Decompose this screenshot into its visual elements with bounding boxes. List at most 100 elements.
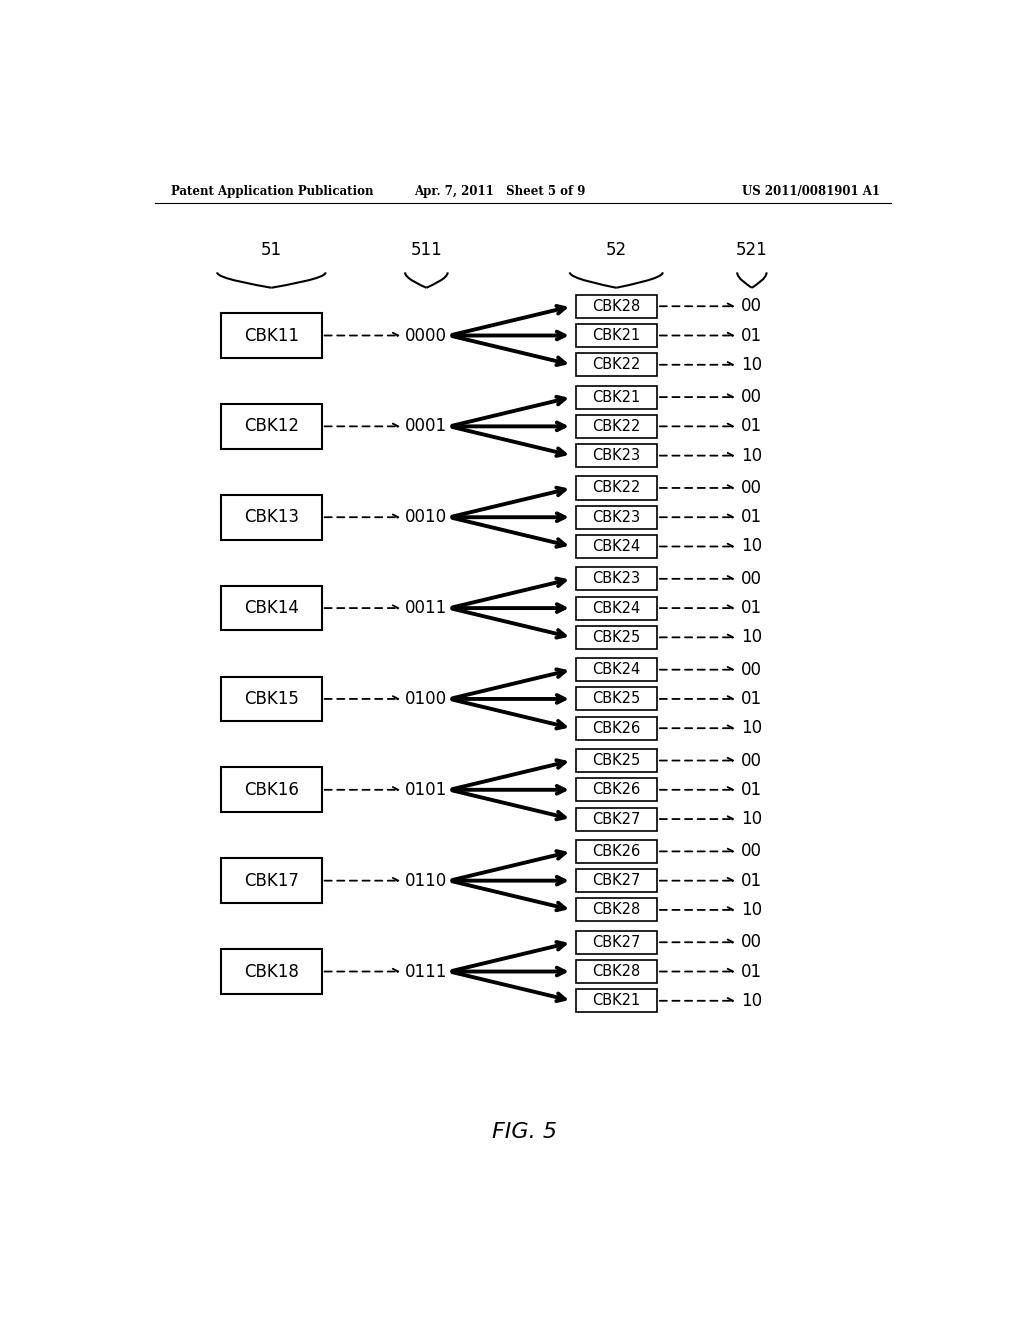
FancyBboxPatch shape — [575, 444, 657, 467]
Text: 01: 01 — [741, 508, 763, 527]
Text: 01: 01 — [741, 781, 763, 799]
Text: CBK28: CBK28 — [592, 298, 640, 314]
Text: 00: 00 — [741, 842, 763, 861]
Text: CBK27: CBK27 — [592, 935, 640, 950]
FancyBboxPatch shape — [221, 858, 322, 903]
FancyBboxPatch shape — [221, 404, 322, 449]
Text: 0010: 0010 — [406, 508, 447, 527]
Text: 10: 10 — [741, 446, 763, 465]
Text: 00: 00 — [741, 297, 763, 315]
Text: CBK11: CBK11 — [244, 326, 299, 345]
Text: CBK12: CBK12 — [244, 417, 299, 436]
FancyBboxPatch shape — [575, 626, 657, 649]
Text: 511: 511 — [411, 240, 442, 259]
FancyBboxPatch shape — [575, 899, 657, 921]
Text: 0001: 0001 — [406, 417, 447, 436]
FancyBboxPatch shape — [575, 385, 657, 409]
Text: 00: 00 — [741, 479, 763, 496]
Text: 0111: 0111 — [406, 962, 447, 981]
Text: CBK28: CBK28 — [592, 964, 640, 979]
FancyBboxPatch shape — [575, 597, 657, 619]
Text: 01: 01 — [741, 326, 763, 345]
Text: CBK16: CBK16 — [244, 781, 299, 799]
Text: CBK26: CBK26 — [592, 843, 640, 859]
Text: 10: 10 — [741, 902, 763, 919]
Text: CBK22: CBK22 — [592, 358, 640, 372]
Text: CBK23: CBK23 — [592, 447, 640, 463]
Text: CBK27: CBK27 — [592, 873, 640, 888]
Text: 01: 01 — [741, 871, 763, 890]
FancyBboxPatch shape — [575, 717, 657, 739]
Text: CBK22: CBK22 — [592, 418, 640, 434]
FancyBboxPatch shape — [575, 659, 657, 681]
Text: CBK27: CBK27 — [592, 812, 640, 826]
Text: Patent Application Publication: Patent Application Publication — [171, 185, 373, 198]
Text: 10: 10 — [741, 628, 763, 647]
FancyBboxPatch shape — [575, 323, 657, 347]
Text: 01: 01 — [741, 962, 763, 981]
Text: CBK13: CBK13 — [244, 508, 299, 527]
Text: 00: 00 — [741, 570, 763, 587]
Text: 0100: 0100 — [406, 690, 447, 708]
Text: CBK25: CBK25 — [592, 752, 640, 768]
Text: 51: 51 — [261, 240, 282, 259]
Text: CBK23: CBK23 — [592, 510, 640, 525]
Text: CBK17: CBK17 — [244, 871, 299, 890]
Text: 10: 10 — [741, 537, 763, 556]
Text: 0101: 0101 — [406, 781, 447, 799]
Text: 52: 52 — [605, 240, 627, 259]
Text: 10: 10 — [741, 810, 763, 828]
FancyBboxPatch shape — [575, 294, 657, 318]
Text: CBK21: CBK21 — [592, 389, 640, 405]
Text: 10: 10 — [741, 991, 763, 1010]
Text: CBK25: CBK25 — [592, 630, 640, 645]
Text: CBK21: CBK21 — [592, 993, 640, 1008]
Text: 00: 00 — [741, 661, 763, 678]
Text: 01: 01 — [741, 599, 763, 616]
FancyBboxPatch shape — [221, 313, 322, 358]
Text: 10: 10 — [741, 356, 763, 374]
Text: US 2011/0081901 A1: US 2011/0081901 A1 — [741, 185, 880, 198]
FancyBboxPatch shape — [575, 779, 657, 801]
FancyBboxPatch shape — [575, 354, 657, 376]
FancyBboxPatch shape — [575, 931, 657, 954]
Text: CBK24: CBK24 — [592, 539, 640, 554]
FancyBboxPatch shape — [221, 949, 322, 994]
Text: CBK24: CBK24 — [592, 663, 640, 677]
Text: CBK18: CBK18 — [244, 962, 299, 981]
Text: 01: 01 — [741, 690, 763, 708]
Text: CBK26: CBK26 — [592, 783, 640, 797]
Text: 10: 10 — [741, 719, 763, 737]
FancyBboxPatch shape — [575, 477, 657, 499]
Text: 01: 01 — [741, 417, 763, 436]
FancyBboxPatch shape — [575, 535, 657, 558]
FancyBboxPatch shape — [575, 748, 657, 772]
FancyBboxPatch shape — [575, 960, 657, 983]
Text: CBK28: CBK28 — [592, 903, 640, 917]
Text: CBK25: CBK25 — [592, 692, 640, 706]
FancyBboxPatch shape — [575, 688, 657, 710]
Text: 00: 00 — [741, 388, 763, 407]
FancyBboxPatch shape — [221, 677, 322, 721]
FancyBboxPatch shape — [575, 869, 657, 892]
Text: CBK22: CBK22 — [592, 480, 640, 495]
FancyBboxPatch shape — [221, 586, 322, 631]
FancyBboxPatch shape — [575, 808, 657, 830]
Text: CBK15: CBK15 — [244, 690, 299, 708]
Text: CBK26: CBK26 — [592, 721, 640, 735]
FancyBboxPatch shape — [575, 840, 657, 863]
FancyBboxPatch shape — [575, 414, 657, 438]
Text: 0011: 0011 — [406, 599, 447, 616]
Text: Apr. 7, 2011   Sheet 5 of 9: Apr. 7, 2011 Sheet 5 of 9 — [415, 185, 586, 198]
Text: CBK21: CBK21 — [592, 327, 640, 343]
Text: 00: 00 — [741, 751, 763, 770]
FancyBboxPatch shape — [221, 495, 322, 540]
Text: 0110: 0110 — [406, 871, 447, 890]
FancyBboxPatch shape — [575, 989, 657, 1012]
FancyBboxPatch shape — [575, 506, 657, 529]
FancyBboxPatch shape — [221, 767, 322, 812]
Text: 0000: 0000 — [406, 326, 447, 345]
FancyBboxPatch shape — [575, 568, 657, 590]
Text: CBK23: CBK23 — [592, 572, 640, 586]
Text: CBK24: CBK24 — [592, 601, 640, 615]
